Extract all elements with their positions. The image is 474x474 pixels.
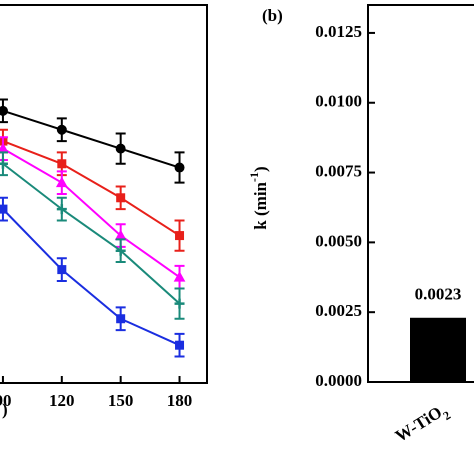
series-line <box>2 140 181 237</box>
series-line <box>2 147 181 278</box>
plot-frame <box>0 4 208 384</box>
marker <box>175 340 185 350</box>
y-tick-label: 0.0050 <box>315 231 362 250</box>
marker <box>55 176 68 188</box>
marker <box>56 204 67 215</box>
y-tick-label: 0.0125 <box>315 22 362 41</box>
y-axis-label: k (min-1) <box>247 166 270 229</box>
marker <box>175 231 185 241</box>
x-tick-label: 150 <box>108 391 134 410</box>
y-tick-label: 0.0075 <box>315 161 362 180</box>
y-tick-label: 0.0000 <box>315 371 362 390</box>
marker <box>56 124 67 135</box>
value-label: 0.0023 <box>415 285 462 304</box>
series-line <box>2 208 180 347</box>
marker <box>57 159 67 169</box>
x-tick-label: 90 <box>0 391 11 410</box>
marker <box>174 162 185 173</box>
x-tick-label: W-TiO2 <box>392 399 453 449</box>
marker <box>0 105 8 116</box>
marker <box>173 271 186 282</box>
marker <box>0 158 8 169</box>
y-tick-label: 0.0100 <box>315 92 362 111</box>
marker <box>116 314 126 324</box>
y-tick-label: 0.0025 <box>315 301 362 320</box>
series-line <box>2 109 180 169</box>
x-axis-label: ) <box>2 400 8 419</box>
marker <box>0 204 8 214</box>
marker <box>57 265 67 275</box>
bar <box>410 317 466 382</box>
marker <box>174 298 185 309</box>
series-line <box>2 162 181 305</box>
marker <box>115 245 126 256</box>
panel-label: (b) <box>262 6 283 25</box>
marker <box>116 193 126 203</box>
x-tick-label: 120 <box>49 391 75 410</box>
x-tick-label: 180 <box>167 391 193 410</box>
marker <box>115 143 126 154</box>
